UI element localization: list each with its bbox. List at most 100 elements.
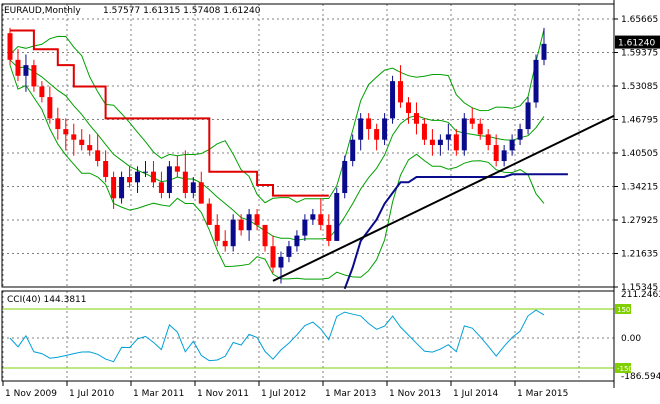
candle-body [302,219,308,236]
candle-body [310,214,316,220]
candle-body [15,59,21,76]
time-tick-label: 1 Mar 2013 [325,389,376,399]
candle-body [63,129,69,135]
cci-line [9,309,545,363]
candle-body [382,118,388,140]
candle-body [119,176,125,199]
candle-body [326,224,332,241]
candle-body [135,171,141,183]
trendline [272,114,615,282]
cci-tick-label: 211.2463 [621,290,660,300]
candle-body [406,102,411,114]
candle-body [39,86,45,98]
candle-body [23,65,29,76]
time-tick-label: 1 Jul 2014 [453,389,498,399]
lower-band [9,64,545,280]
candle-body [246,214,252,231]
time-tick-label: 1 Nov 2009 [5,389,57,399]
trailing-stop-lines [10,29,568,290]
candle-body [533,59,539,103]
cci-level-label: -150 [617,365,633,373]
time-tick-label: 1 Nov 2011 [197,389,249,399]
candle-body [413,113,419,124]
candle-body [87,145,93,151]
candle-body [31,65,37,87]
candle-body [270,246,276,268]
axes: 1.65665 1.59375 1.53085 1.46795 1.40505 1.342… [2,15,660,399]
candle-body [174,166,180,172]
candle-body [262,224,268,247]
upper-band [9,29,545,204]
current-price-label: 1.61240 [618,39,655,49]
envelope-bands [9,29,545,280]
candle-body [294,235,300,247]
grid-layer [2,4,614,381]
price-panel-frame [1,3,615,288]
candle-body [493,145,499,162]
candle-body [525,102,531,130]
candle-body [7,33,13,60]
support-trendline [272,114,615,282]
candle-body [127,176,133,183]
price-tick-label: 1.27925 [621,216,658,226]
candle-body [103,161,109,177]
current-price-box [615,35,660,49]
price-tick-label: 1.53085 [621,82,658,92]
price-tick-label: 1.40505 [621,149,658,159]
time-tick-label: 1 Mar 2015 [517,389,568,399]
candle-body [421,123,427,140]
price-tick-label: 1.59375 [621,49,658,59]
candle-body [190,182,196,193]
candle-body [230,219,236,247]
candle-body [158,182,164,193]
candle-body [166,166,172,193]
cci-level-box [615,304,631,314]
cci-tick-label: -186.5947 [621,372,660,382]
cci-level-label: 150 [617,306,630,314]
price-tick-label: 1.46795 [621,116,658,126]
candle-body [445,134,451,140]
candle-body [509,139,515,151]
cci-panel [2,308,614,369]
cci-level-box [615,363,631,373]
price-tick-label: 1.65665 [621,15,658,25]
candle-body [254,214,260,225]
price-tick-label: 1.34215 [621,183,658,193]
candle-body [286,246,292,257]
middle-band [9,59,545,241]
candle-body [453,134,459,151]
candle-body [429,139,435,146]
candle-body [278,256,284,268]
time-tick-label: 1 Nov 2013 [389,389,441,399]
frames [1,0,615,388]
price-tick-label: 1.15345 [621,283,658,293]
time-tick-label: 1 Mar 2011 [133,389,184,399]
candle-body [334,192,340,241]
candle-body [517,129,523,140]
candle-body [541,43,547,60]
candle-body [55,118,61,130]
cci-label: CCI(40) 144.3811 [7,295,87,305]
candle-body [206,203,212,225]
candle-body [318,214,324,225]
candle-body [238,219,244,231]
candles [7,27,547,284]
candle-body [214,224,220,241]
candle-body [485,134,491,146]
candle-body [461,118,467,151]
candle-body [111,176,117,199]
candle-body [198,182,204,204]
candle-body [350,139,356,162]
candle-body [390,81,396,119]
candle-body [469,118,475,124]
cci-tick-label: 0.00 [621,334,641,344]
candle-body [150,171,156,183]
candle-body [47,97,53,119]
candle-body [95,150,101,162]
candle-body [366,118,372,130]
candle-body [437,139,443,146]
candle-body [182,171,188,193]
candle-body [342,161,348,193]
